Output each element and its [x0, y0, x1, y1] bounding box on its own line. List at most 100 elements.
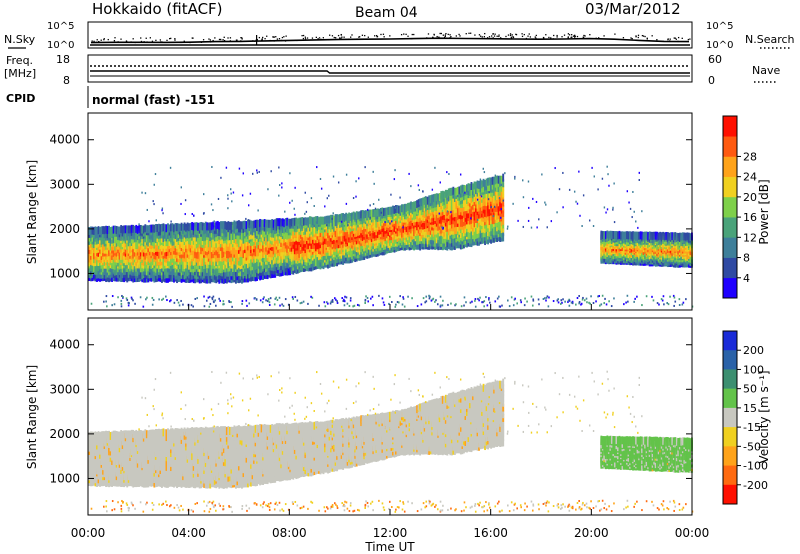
- noise-search-dot: [583, 34, 585, 37]
- power-echo-cell: [304, 261, 307, 270]
- power-echo-cell: [286, 241, 289, 250]
- power-echo-cell: [443, 222, 446, 231]
- power-echo-cell: [118, 239, 121, 248]
- power-echo-cell: [301, 217, 304, 226]
- power-echo-cell: [109, 248, 112, 257]
- power-echo-cell: [231, 253, 234, 262]
- power-echo-cell: [435, 193, 438, 202]
- noise-search-dot: [120, 38, 122, 40]
- noise-search-dot: [322, 37, 324, 39]
- power-echo-cell: [357, 211, 360, 220]
- power-echo-cell: [133, 225, 136, 234]
- power-echo-cell: [351, 212, 354, 221]
- power-echo-cell: [222, 256, 225, 265]
- power-echo-cell: [275, 222, 278, 231]
- power-echo-cell: [105, 230, 108, 239]
- noise-search-dot: [561, 36, 563, 38]
- noise-search-dot: [107, 38, 109, 41]
- power-echo-cell: [278, 218, 281, 227]
- noise-search-dot: [677, 40, 679, 43]
- noise-search-dot: [302, 37, 305, 40]
- power-echo-cell: [251, 258, 254, 267]
- noise-search-dot: [669, 40, 671, 42]
- power-echo-cell: [443, 191, 446, 200]
- power-echo-cell: [94, 226, 97, 235]
- power-echo-cell: [321, 216, 323, 225]
- power-echo-cell: [91, 267, 94, 276]
- power-echo-cell: [108, 229, 111, 238]
- noise-search-dot: [479, 35, 482, 37]
- power-echo-cell: [147, 225, 150, 234]
- power-echo-cell: [221, 260, 224, 269]
- power-echo-cell: [117, 236, 120, 245]
- power-echo-cell: [447, 231, 450, 240]
- power-echo-cell: [257, 248, 260, 257]
- power-echo-cell: [452, 241, 455, 250]
- power-echo-cell: [464, 200, 467, 209]
- power-echo-cell: [260, 257, 263, 266]
- power-echo-cell: [289, 218, 292, 227]
- power-echo-cell: [355, 211, 358, 220]
- power-echo-cell: [254, 238, 257, 247]
- noise-search-dot: [509, 33, 512, 35]
- power-echo-cell: [352, 211, 355, 220]
- freq-panel-frame: [87, 54, 693, 83]
- noise-search-dot: [240, 40, 242, 42]
- noise-search-dot: [356, 38, 358, 40]
- power-echo-cell: [244, 235, 246, 244]
- power-echo-cell: [438, 225, 441, 234]
- power-echo-cell: [456, 238, 459, 247]
- power-echo-cell: [233, 220, 236, 229]
- power-echo-cell: [475, 211, 477, 220]
- nave-label: Nave: [752, 64, 780, 77]
- noise-search-dot: [337, 34, 340, 37]
- power-echo-cell: [174, 231, 177, 240]
- power-echo-cell: [139, 261, 142, 270]
- power-echo-cell: [185, 223, 188, 232]
- noise-search-dot: [301, 34, 303, 37]
- freq-traces: [90, 65, 690, 77]
- power-echo-cell: [472, 212, 474, 221]
- power-echo-cell: [194, 275, 197, 284]
- power-echo-cell: [287, 260, 290, 269]
- noise-search-dot: [183, 40, 185, 42]
- noise-search-dot: [470, 32, 472, 34]
- power-echo-cell: [244, 220, 246, 229]
- power-echo-cell: [210, 264, 213, 273]
- power-echo-cell: [485, 178, 488, 187]
- power-echo-cell: [449, 192, 452, 201]
- noise-search-dot: [91, 40, 93, 42]
- power-echo-cell: [426, 224, 429, 233]
- power-echo-cell: [404, 203, 406, 212]
- noise-search-dot: [545, 34, 547, 36]
- noise-search-dot: [223, 39, 226, 42]
- noise-search-dot: [449, 34, 451, 36]
- power-echo-cell: [466, 236, 468, 245]
- power-echo-cell: [222, 275, 225, 284]
- power-echo-cell: [154, 223, 157, 232]
- power-echo-cell: [259, 272, 262, 281]
- power-echo-cell: [200, 250, 203, 259]
- power-echo-cell: [216, 233, 219, 242]
- noise-left-tick-bottom: 10^0: [47, 40, 74, 51]
- power-echo-cell: [141, 242, 144, 251]
- noise-search-dot: [450, 35, 452, 38]
- noise-search-dot: [494, 33, 496, 35]
- noise-search-dot: [542, 36, 545, 39]
- noise-search-dot: [449, 37, 451, 39]
- power-echo-cell: [462, 203, 465, 212]
- power-echo-cell: [260, 219, 263, 228]
- power-echo-cell: [478, 229, 480, 238]
- power-echo-cell: [438, 235, 441, 244]
- noise-search-dot: [264, 38, 266, 40]
- power-echo-cell: [283, 258, 286, 267]
- noise-search-dot: [510, 36, 512, 38]
- power-echo-cell: [482, 210, 485, 219]
- power-echo-cell: [239, 268, 242, 277]
- power-echo-cell: [206, 236, 209, 245]
- power-echo-cell: [162, 223, 165, 232]
- power-echo-cell: [437, 203, 440, 212]
- noise-search-dot: [281, 36, 284, 39]
- power-echo-cell: [470, 182, 473, 191]
- power-echo-cell: [262, 219, 265, 228]
